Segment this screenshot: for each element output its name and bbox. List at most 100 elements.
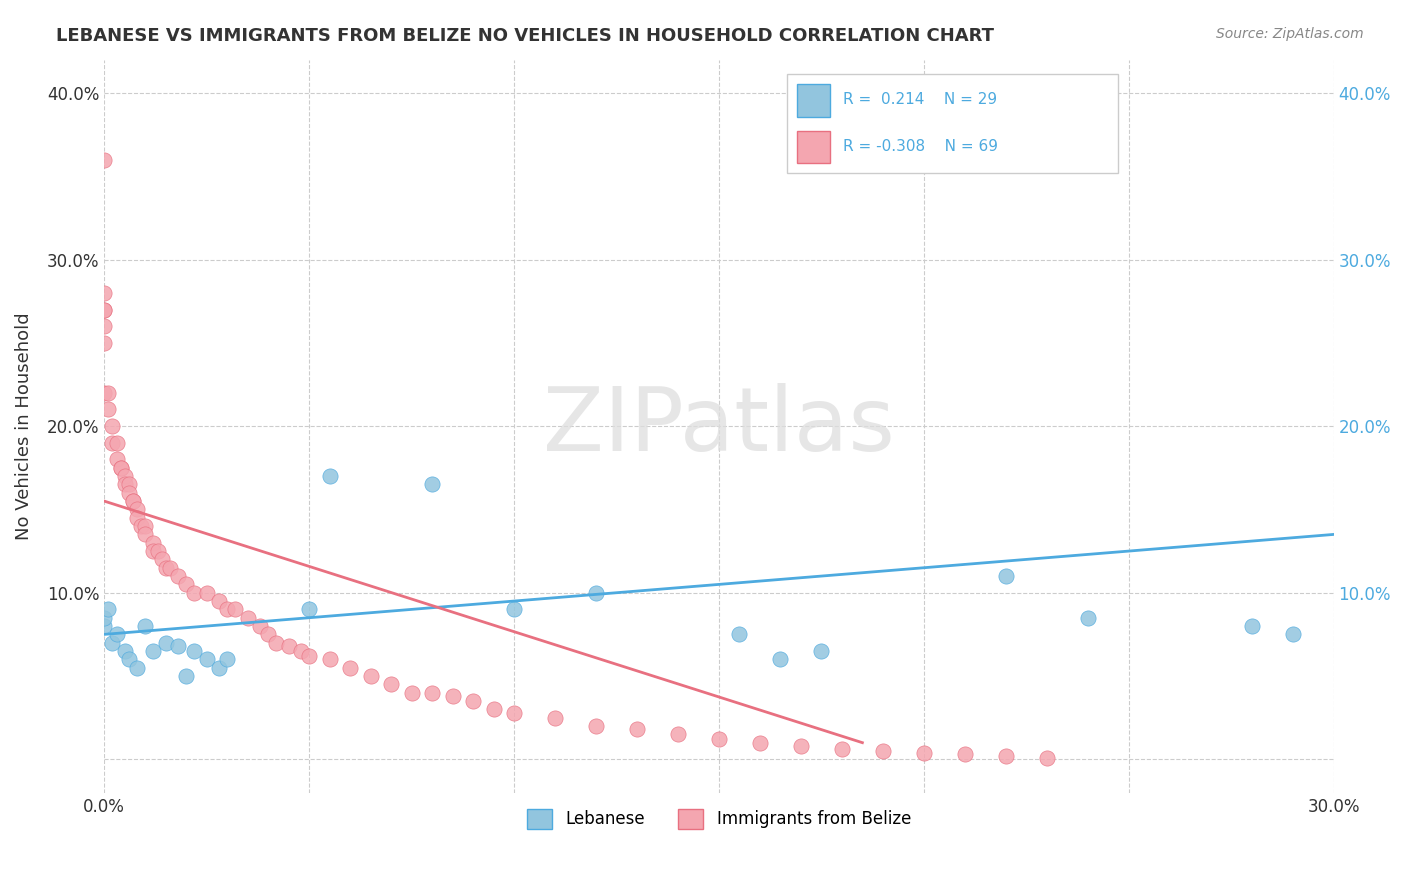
Point — [174, 577, 197, 591]
Point — [114, 477, 136, 491]
Point — [93, 302, 115, 317]
Point — [360, 669, 382, 683]
Point — [831, 742, 853, 756]
Point — [748, 736, 770, 750]
Point — [266, 636, 288, 650]
Point — [97, 402, 120, 417]
Point — [110, 460, 132, 475]
Point — [142, 544, 165, 558]
Point — [441, 689, 464, 703]
Point — [167, 639, 190, 653]
Point — [105, 627, 128, 641]
Point — [134, 619, 156, 633]
Point — [707, 732, 730, 747]
Point — [195, 585, 218, 599]
Point — [134, 519, 156, 533]
Point — [93, 619, 115, 633]
Point — [118, 477, 141, 491]
Point — [217, 652, 239, 666]
Point — [401, 686, 423, 700]
Point — [503, 602, 526, 616]
Point — [134, 527, 156, 541]
Point — [93, 153, 115, 167]
Point — [872, 744, 894, 758]
Point — [249, 619, 271, 633]
Point — [544, 711, 567, 725]
Point — [217, 602, 239, 616]
Point — [298, 648, 321, 663]
Point — [122, 494, 145, 508]
Point — [1240, 619, 1263, 633]
Point — [155, 636, 177, 650]
Point — [195, 652, 218, 666]
Point — [912, 746, 935, 760]
Point — [626, 723, 648, 737]
Point — [122, 494, 145, 508]
Point — [93, 319, 115, 334]
Point — [236, 611, 259, 625]
Point — [585, 719, 607, 733]
Point — [728, 627, 751, 641]
Text: LEBANESE VS IMMIGRANTS FROM BELIZE NO VEHICLES IN HOUSEHOLD CORRELATION CHART: LEBANESE VS IMMIGRANTS FROM BELIZE NO VE… — [56, 27, 994, 45]
Point — [101, 419, 124, 434]
Point — [105, 452, 128, 467]
Point — [93, 385, 115, 400]
Point — [208, 661, 231, 675]
Point — [97, 602, 120, 616]
Point — [224, 602, 246, 616]
Point — [97, 385, 120, 400]
Point — [461, 694, 484, 708]
Legend: Lebanese, Immigrants from Belize: Lebanese, Immigrants from Belize — [520, 802, 918, 836]
Point — [994, 749, 1017, 764]
Point — [257, 627, 280, 641]
Point — [810, 644, 832, 658]
Point — [666, 727, 689, 741]
Point — [110, 460, 132, 475]
Point — [155, 560, 177, 574]
Point — [503, 706, 526, 720]
Point — [125, 661, 148, 675]
Point — [183, 585, 205, 599]
Point — [380, 677, 402, 691]
Point — [277, 639, 299, 653]
Point — [167, 569, 190, 583]
Point — [93, 302, 115, 317]
Point — [93, 335, 115, 350]
Point — [769, 652, 792, 666]
Point — [318, 652, 340, 666]
Point — [1281, 627, 1303, 641]
Point — [125, 510, 148, 524]
Point — [339, 661, 361, 675]
Y-axis label: No Vehicles in Household: No Vehicles in Household — [15, 312, 32, 540]
Point — [585, 585, 607, 599]
Point — [142, 535, 165, 549]
Point — [290, 644, 312, 658]
Point — [183, 644, 205, 658]
Point — [129, 519, 152, 533]
Point — [146, 544, 169, 558]
Point — [93, 611, 115, 625]
Point — [318, 469, 340, 483]
Point — [101, 435, 124, 450]
Point — [420, 477, 443, 491]
Point — [105, 435, 128, 450]
Point — [208, 594, 231, 608]
Point — [790, 739, 813, 753]
Point — [150, 552, 173, 566]
Point — [125, 502, 148, 516]
Point — [118, 652, 141, 666]
Point — [953, 747, 976, 762]
Point — [114, 469, 136, 483]
Point — [1077, 611, 1099, 625]
Point — [101, 636, 124, 650]
Text: ZIPatlas: ZIPatlas — [543, 383, 894, 469]
Point — [298, 602, 321, 616]
Point — [174, 669, 197, 683]
Point — [118, 485, 141, 500]
Point — [482, 702, 505, 716]
Point — [114, 644, 136, 658]
Point — [420, 686, 443, 700]
Point — [994, 569, 1017, 583]
Point — [1036, 750, 1059, 764]
Point — [142, 644, 165, 658]
